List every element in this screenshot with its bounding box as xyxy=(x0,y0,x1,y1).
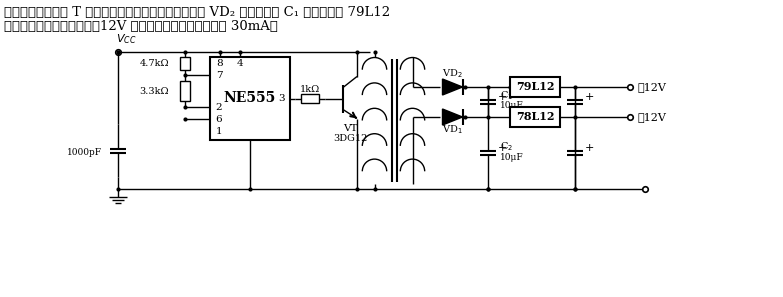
Text: 4: 4 xyxy=(236,59,244,69)
Text: 3DG12: 3DG12 xyxy=(333,134,367,143)
Text: 3.3kΩ: 3.3kΩ xyxy=(139,86,169,96)
Text: NE555: NE555 xyxy=(224,91,276,105)
Text: $V_{CC}$: $V_{CC}$ xyxy=(116,32,136,46)
Text: +: + xyxy=(585,143,594,153)
Text: +: + xyxy=(585,92,594,102)
Text: 2: 2 xyxy=(215,102,222,111)
Text: 79L12: 79L12 xyxy=(516,81,554,92)
Bar xyxy=(301,94,319,103)
Text: VD$_2$: VD$_2$ xyxy=(442,68,463,80)
Text: C$_1$: C$_1$ xyxy=(500,90,513,102)
Text: 8: 8 xyxy=(217,59,223,69)
Bar xyxy=(510,107,560,127)
Text: 10μF: 10μF xyxy=(500,152,524,162)
Bar xyxy=(180,57,190,70)
Text: －12V: －12V xyxy=(638,82,667,92)
Text: ＋12V: ＋12V xyxy=(638,112,667,122)
Text: 1: 1 xyxy=(215,127,222,137)
Text: C$_2$: C$_2$ xyxy=(500,140,513,153)
Text: 3: 3 xyxy=(279,94,285,103)
Text: VT: VT xyxy=(343,124,357,133)
Text: 1kΩ: 1kΩ xyxy=(300,85,320,94)
Text: 6: 6 xyxy=(215,115,222,124)
Text: 78L12: 78L12 xyxy=(516,111,554,122)
Text: 1000pF: 1000pF xyxy=(67,148,102,157)
Polygon shape xyxy=(442,109,463,125)
Bar xyxy=(210,57,290,140)
Bar xyxy=(510,77,560,97)
Text: +: + xyxy=(498,92,507,102)
Text: 7: 7 xyxy=(215,70,222,80)
Text: 稳压后，获得输出稳定的－12V 电压。两路输出电流均可达 30mA。: 稳压后，获得输出稳定的－12V 电压。两路输出电流均可达 30mA。 xyxy=(4,20,278,33)
Text: VD$_1$: VD$_1$ xyxy=(442,124,463,136)
Text: 与此同时，变压器 T 的次级也出现尖峰电压，经二极管 VD₂ 整流，电容 C₁ 滤波，再经 79L12: 与此同时，变压器 T 的次级也出现尖峰电压，经二极管 VD₂ 整流，电容 C₁ … xyxy=(4,6,390,19)
Text: 10μF: 10μF xyxy=(500,102,524,110)
Text: +: + xyxy=(498,143,507,153)
Bar xyxy=(180,81,190,101)
Polygon shape xyxy=(442,79,463,95)
Text: 4.7kΩ: 4.7kΩ xyxy=(139,59,169,68)
